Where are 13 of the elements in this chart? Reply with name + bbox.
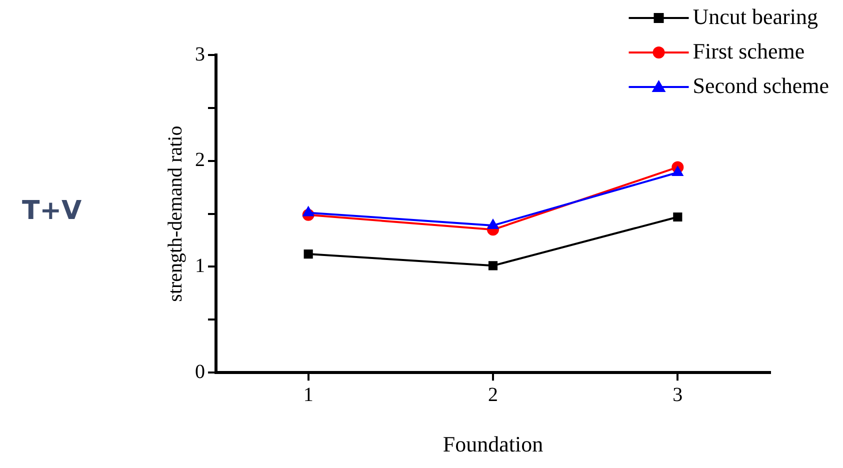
legend-label: First scheme bbox=[692, 38, 805, 64]
y-tick-label: 1 bbox=[195, 254, 205, 277]
x-tick-label: 1 bbox=[303, 384, 314, 406]
y-axis-title: strength-demand ratio bbox=[164, 126, 186, 302]
x-tick-label: 2 bbox=[488, 384, 498, 406]
text: T+V bbox=[22, 196, 82, 226]
x-axis-title: Foundation bbox=[442, 432, 544, 457]
y-tick-label: 2 bbox=[195, 149, 205, 172]
y-tick-label: 0 bbox=[195, 360, 205, 383]
legend-label: Uncut bearing bbox=[692, 4, 818, 29]
x-tick-label: 3 bbox=[672, 384, 683, 406]
legend-label: Second scheme bbox=[692, 72, 829, 98]
y-tick-label: 3 bbox=[195, 43, 205, 66]
